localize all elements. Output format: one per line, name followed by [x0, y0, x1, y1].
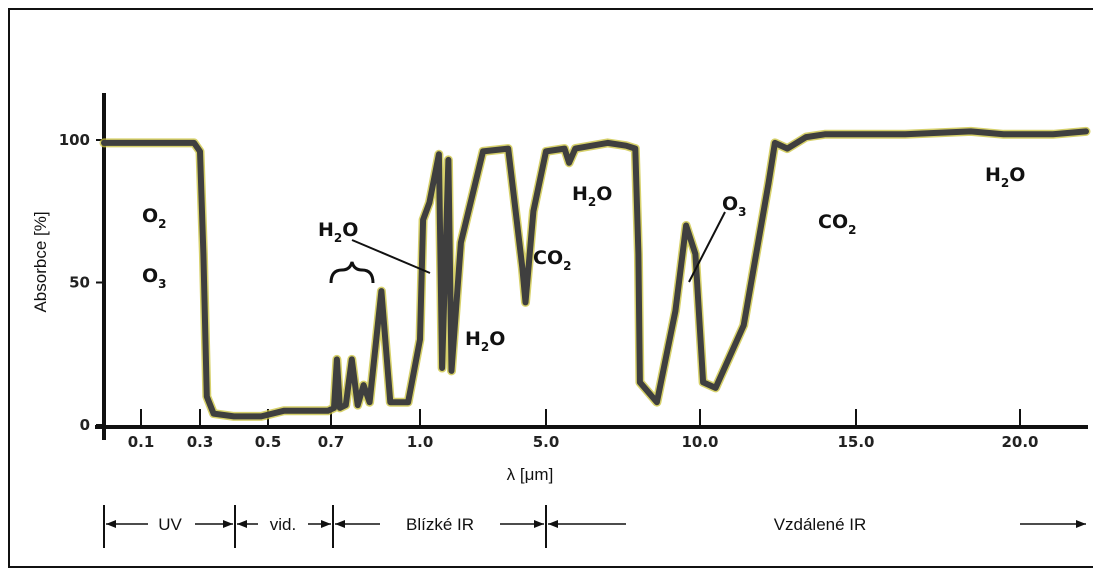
x-ticks: 0.1 0.3 0.5 0.7 1.0 5.0 10.0 15.0 20.0	[128, 409, 1039, 451]
y-tick-label: 100	[59, 131, 90, 149]
annotation-label: H2O	[318, 219, 358, 245]
y-tick-label: 0	[80, 416, 90, 434]
region-bar: UV vid. Blízké IR Vzdálené IR	[103, 505, 1086, 548]
h2o-bracket	[329, 261, 375, 284]
x-axis-title: λ [μm]	[507, 465, 554, 484]
x-tick-label: 0.7	[318, 433, 345, 451]
series-line	[101, 128, 1089, 420]
y-ticks: 0 50 100	[59, 131, 104, 434]
annotation-label: CO2	[818, 211, 856, 237]
region-label-far-ir: Vzdálené IR	[774, 515, 867, 534]
x-tick-label: 15.0	[837, 433, 874, 451]
region-label-uv: UV	[158, 515, 182, 534]
x-tick-label: 5.0	[533, 433, 560, 451]
y-tick-label: 50	[69, 274, 90, 292]
region-label-visible: vid.	[270, 515, 296, 534]
annotation-label: O3	[142, 265, 167, 291]
annotation-label: H2O	[985, 164, 1025, 190]
annotation-label: H2O	[465, 328, 505, 354]
annotation-label: H2O	[572, 183, 612, 209]
region-label-near-ir: Blízké IR	[406, 515, 474, 534]
y-axis-title: Absorbce [%]	[31, 211, 50, 312]
h2o-pointer-line	[351, 239, 431, 274]
series-line-shadow	[99, 126, 1091, 421]
absorption-chart: 0 50 100 0.1 0.3 0.5 0.7 1.0 5.0 10.0 15.0 20.0 Ab…	[31, 93, 1091, 548]
x-tick-label: 1.0	[407, 433, 434, 451]
annotation-label: CO2	[533, 247, 571, 273]
x-tick-label: 20.0	[1001, 433, 1038, 451]
x-tick-label: 10.0	[681, 433, 718, 451]
annotations: O2 O3 H2O CO2 H2O H2O O3 CO2 H2O	[142, 164, 1025, 354]
x-tick-label: 0.1	[128, 433, 155, 451]
annotation-label: O2	[142, 205, 167, 231]
annotation-label: O3	[722, 193, 747, 219]
x-tick-label: 0.3	[187, 433, 214, 451]
x-tick-label: 0.5	[255, 433, 282, 451]
o3-pointer-line	[688, 211, 726, 283]
